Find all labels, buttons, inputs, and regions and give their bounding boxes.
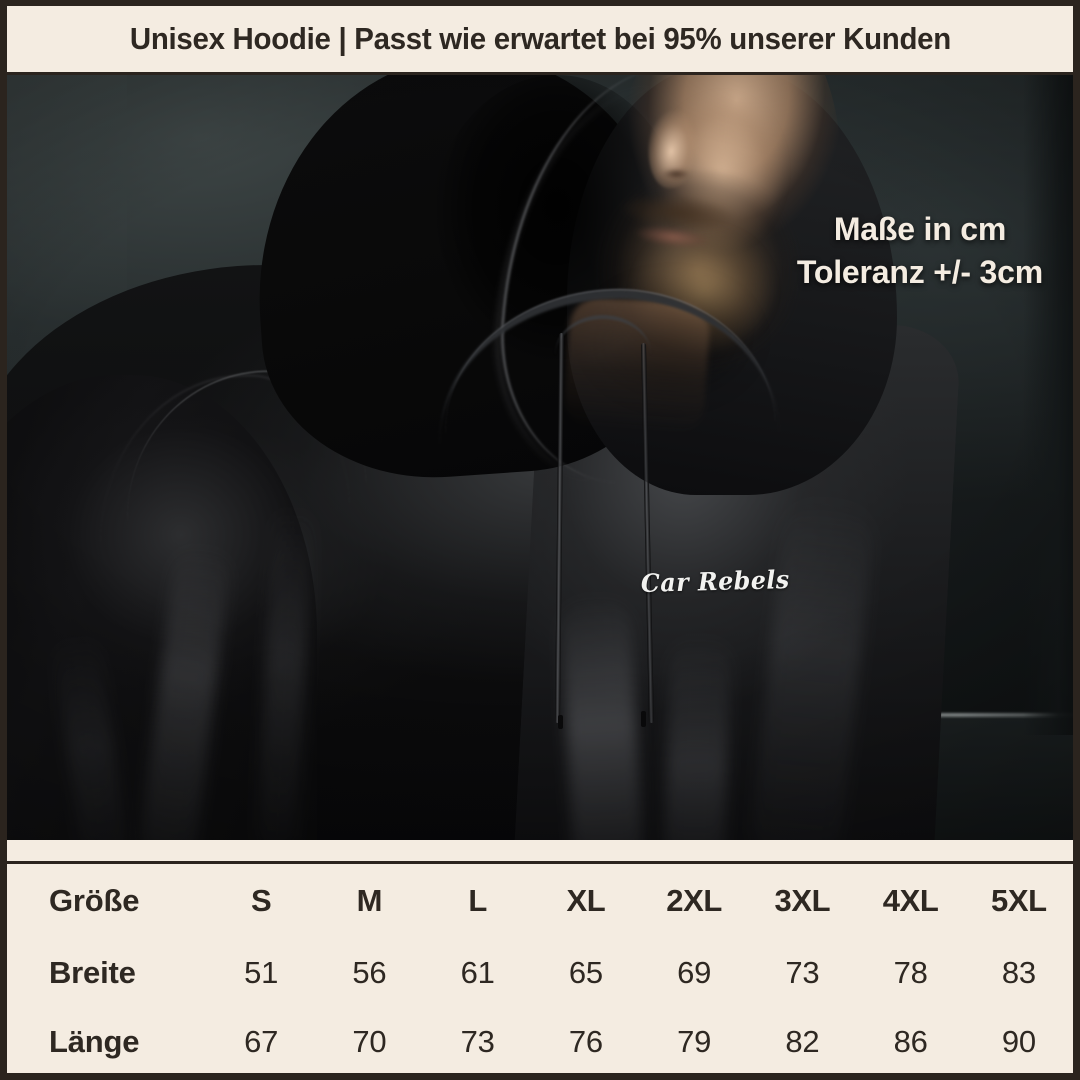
cell-breite-2xl: 69 <box>677 954 712 990</box>
cell-breite-3xl: 73 <box>785 954 820 990</box>
column-header-m: M <box>356 883 383 918</box>
cell-laenge-5xl: 90 <box>1001 1023 1036 1059</box>
table-row: Breite 51 56 61 65 69 73 78 83 <box>7 938 1073 1007</box>
cell-breite-5xl: 83 <box>1001 954 1036 990</box>
cell-laenge-l: 73 <box>460 1023 495 1059</box>
size-table: Größe S M L XL 2XL 3XL 4XL 5XL Breite 51… <box>7 864 1073 1073</box>
row-label-laenge: Länge <box>49 1023 140 1059</box>
measurement-tolerance-label: Toleranz +/- 3cm <box>796 253 1043 290</box>
drawstring-right-tip <box>641 711 646 727</box>
column-header-s: S <box>250 883 272 918</box>
column-header-5xl: 5XL <box>991 883 1047 918</box>
cell-laenge-m: 70 <box>352 1023 387 1059</box>
background-right-shadow <box>1023 75 1073 735</box>
size-table-band: Größe S M L XL 2XL 3XL 4XL 5XL Breite 51… <box>7 861 1073 1073</box>
cell-breite-xl: 65 <box>568 954 603 990</box>
column-header-l: L <box>468 883 487 918</box>
column-header-2xl: 2XL <box>666 883 722 918</box>
row-label-breite: Breite <box>49 954 136 990</box>
measurement-unit-label: Maße in cm <box>833 211 1007 247</box>
cell-breite-s: 51 <box>244 954 279 990</box>
cell-laenge-2xl: 79 <box>677 1023 712 1059</box>
size-chart-sheet: Unisex Hoodie | Passt wie erwartet bei 9… <box>7 6 1073 1073</box>
page-title: Unisex Hoodie | Passt wie erwartet bei 9… <box>129 21 951 56</box>
column-header-xl: XL <box>566 883 606 918</box>
chest-logo: Car Rebels <box>640 565 791 598</box>
measurement-note: Maße in cm Toleranz +/- 3cm <box>797 208 1043 294</box>
cell-breite-m: 56 <box>352 954 387 990</box>
cell-laenge-xl: 76 <box>568 1023 603 1059</box>
table-header-row: Größe S M L XL 2XL 3XL 4XL 5XL <box>7 864 1073 938</box>
column-header-3xl: 3XL <box>774 883 831 918</box>
column-header-size: Größe <box>49 883 140 918</box>
drawstring-left-tip <box>558 715 563 729</box>
cell-breite-4xl: 78 <box>893 954 928 990</box>
fabric-fold <box>662 634 732 840</box>
cell-laenge-s: 67 <box>244 1023 279 1059</box>
header-band: Unisex Hoodie | Passt wie erwartet bei 9… <box>7 6 1073 75</box>
cell-laenge-3xl: 82 <box>785 1023 820 1059</box>
cell-breite-l: 61 <box>460 954 495 990</box>
product-photo: Car Rebels Maße in cm Toleranz +/- 3cm <box>7 75 1073 840</box>
table-row: Länge 67 70 73 76 79 82 86 90 <box>7 1007 1073 1073</box>
column-header-4xl: 4XL <box>882 883 939 918</box>
cell-laenge-4xl: 86 <box>893 1023 928 1059</box>
